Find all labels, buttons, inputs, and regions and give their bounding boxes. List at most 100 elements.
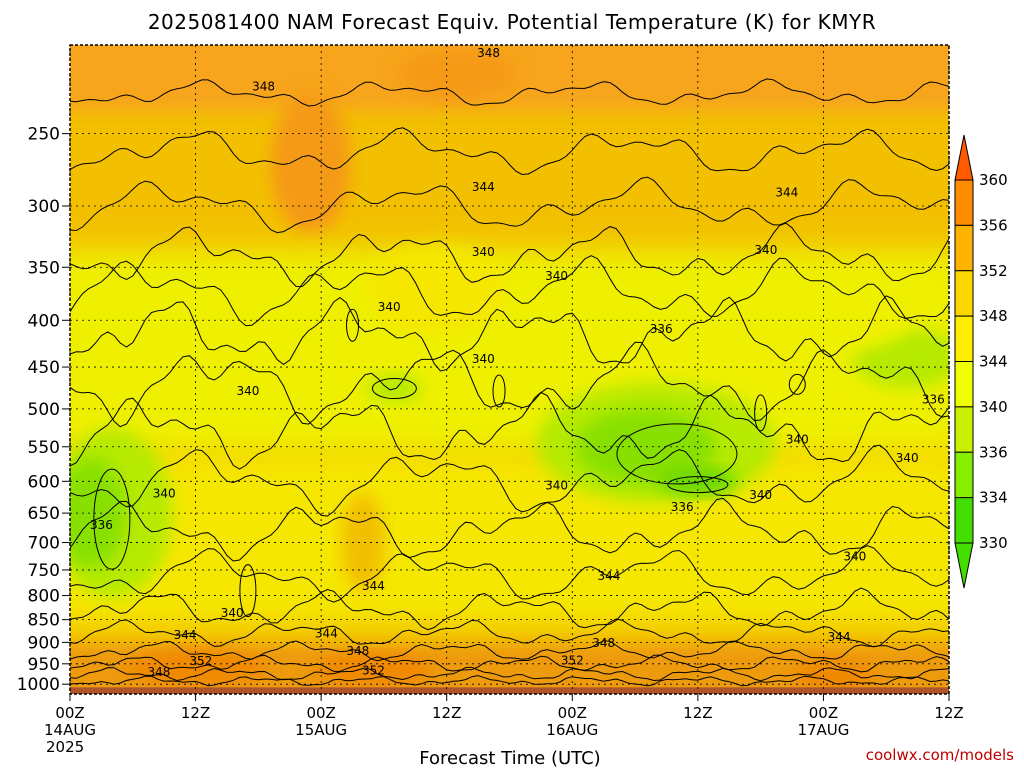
colorbar: 360 356 352 348 344 340 336 334 330 — [954, 134, 1008, 589]
contour-label: 340 — [545, 478, 568, 492]
y-tick-label: 500 — [28, 400, 60, 420]
contour-label: 344 — [315, 626, 338, 640]
contour-label: 340 — [378, 300, 401, 314]
contour-label: 340 — [786, 432, 809, 446]
x-tick-label: 00Z — [55, 704, 84, 722]
x-tick-label: 12Z — [683, 704, 712, 722]
y-tick-label: 400 — [28, 311, 60, 331]
contour-label: 340 — [749, 488, 772, 502]
x-tick-year-label: 2025 — [46, 738, 84, 756]
contour-label: 348 — [147, 665, 170, 679]
colorbar-bottom-arrow — [954, 542, 974, 589]
y-tick-label: 800 — [28, 587, 60, 607]
y-tick-label: 850 — [28, 611, 60, 631]
x-tick-label: 00Z — [306, 704, 335, 722]
contour-label: 352 — [561, 653, 584, 667]
contour-line — [70, 391, 949, 470]
contour-label: 348 — [252, 79, 275, 93]
contour-ring — [371, 378, 417, 400]
contour-line — [70, 222, 949, 288]
x-tick-label: 12Z — [181, 704, 210, 722]
ground — [70, 687, 949, 694]
y-tick-label: 650 — [28, 504, 60, 524]
theta-e-field — [70, 45, 949, 694]
contour-line — [70, 255, 949, 327]
colorbar-label: 334 — [979, 489, 1008, 507]
y-tick-label: 1000 — [17, 675, 60, 695]
field-region — [70, 453, 949, 625]
contour-line — [70, 640, 949, 662]
contour-label: 340 — [896, 451, 919, 465]
colorbar-segment — [954, 361, 974, 408]
x-tick-date-label: 16AUG — [546, 721, 598, 739]
contour-ring — [616, 423, 738, 485]
contour-lines — [70, 78, 949, 687]
contour-line — [70, 127, 949, 176]
contour-label: 340 — [236, 384, 259, 398]
contour-label: 340 — [472, 245, 495, 259]
contour-label: 340 — [153, 487, 176, 501]
field-region — [313, 654, 434, 687]
x-axis-label: Forecast Time (UTC) — [419, 748, 600, 768]
contour-ring — [667, 476, 729, 494]
contour-label: 336 — [922, 392, 945, 406]
contour-label: 340 — [545, 269, 568, 283]
contour-label: 352 — [189, 654, 212, 668]
colorbar-segment — [954, 315, 974, 362]
contour-label: 344 — [775, 186, 798, 200]
y-tick-label: 450 — [28, 358, 60, 378]
colorbar-label: 340 — [979, 398, 1008, 416]
y-tick-label: 950 — [28, 655, 60, 675]
y-axis-ticks: 2503003504004505005506006507007508008509… — [17, 125, 70, 695]
chart-title: 2025081400 NAM Forecast Equiv. Potential… — [148, 10, 876, 34]
contour-label: 344 — [174, 628, 197, 642]
contour-line — [70, 654, 949, 673]
contour-label: 344 — [597, 569, 620, 583]
contour-line — [70, 176, 949, 234]
colorbar-label: 330 — [979, 534, 1008, 552]
contour-label: 336 — [671, 500, 694, 514]
x-tick-date-label: 14AUG — [44, 721, 96, 739]
x-tick-date-label: 15AUG — [295, 721, 347, 739]
y-tick-label: 350 — [28, 258, 60, 278]
y-tick-label: 750 — [28, 561, 60, 581]
contour-line — [70, 78, 949, 107]
colorbar-segment — [954, 497, 974, 544]
contour-labels: 348 348 344 344 340 340 340 340 336 340 340 336 340 3… — [90, 46, 945, 679]
field-region — [366, 244, 507, 335]
plot-frame — [69, 44, 950, 695]
field-region — [575, 408, 716, 485]
contour-line — [70, 545, 949, 603]
field-region — [397, 48, 518, 99]
contour-line — [70, 341, 949, 428]
contour-line — [70, 497, 949, 562]
y-tick-label: 300 — [28, 197, 60, 217]
contour-label: 344 — [362, 579, 385, 593]
contour-line — [70, 587, 949, 631]
colorbar-label: 348 — [979, 307, 1008, 325]
y-tick-label: 900 — [28, 633, 60, 653]
contour-label: 340 — [843, 549, 866, 563]
colorbar-segment — [954, 406, 974, 453]
field-region — [793, 660, 874, 693]
contour-ring — [492, 374, 506, 408]
contour-label: 340 — [221, 606, 244, 620]
contour-line — [70, 618, 949, 648]
contour-ring — [93, 468, 131, 570]
contour-ring — [754, 394, 768, 432]
contour-ring — [788, 373, 806, 395]
colorbar-label: 336 — [979, 443, 1008, 461]
contour-label: 348 — [592, 636, 615, 650]
x-tick-label: 12Z — [934, 704, 963, 722]
colorbar-label: 352 — [979, 262, 1008, 280]
colorbar-label: 344 — [979, 353, 1008, 371]
contour-label: 336 — [90, 518, 113, 532]
colorbar-top-arrow — [954, 134, 974, 181]
contour-label: 348 — [477, 46, 500, 60]
contour-label: 348 — [346, 644, 369, 658]
colorbar-label: 356 — [979, 216, 1008, 234]
field-region — [270, 94, 351, 235]
credit-text: coolwx.com/models — [866, 746, 1014, 764]
